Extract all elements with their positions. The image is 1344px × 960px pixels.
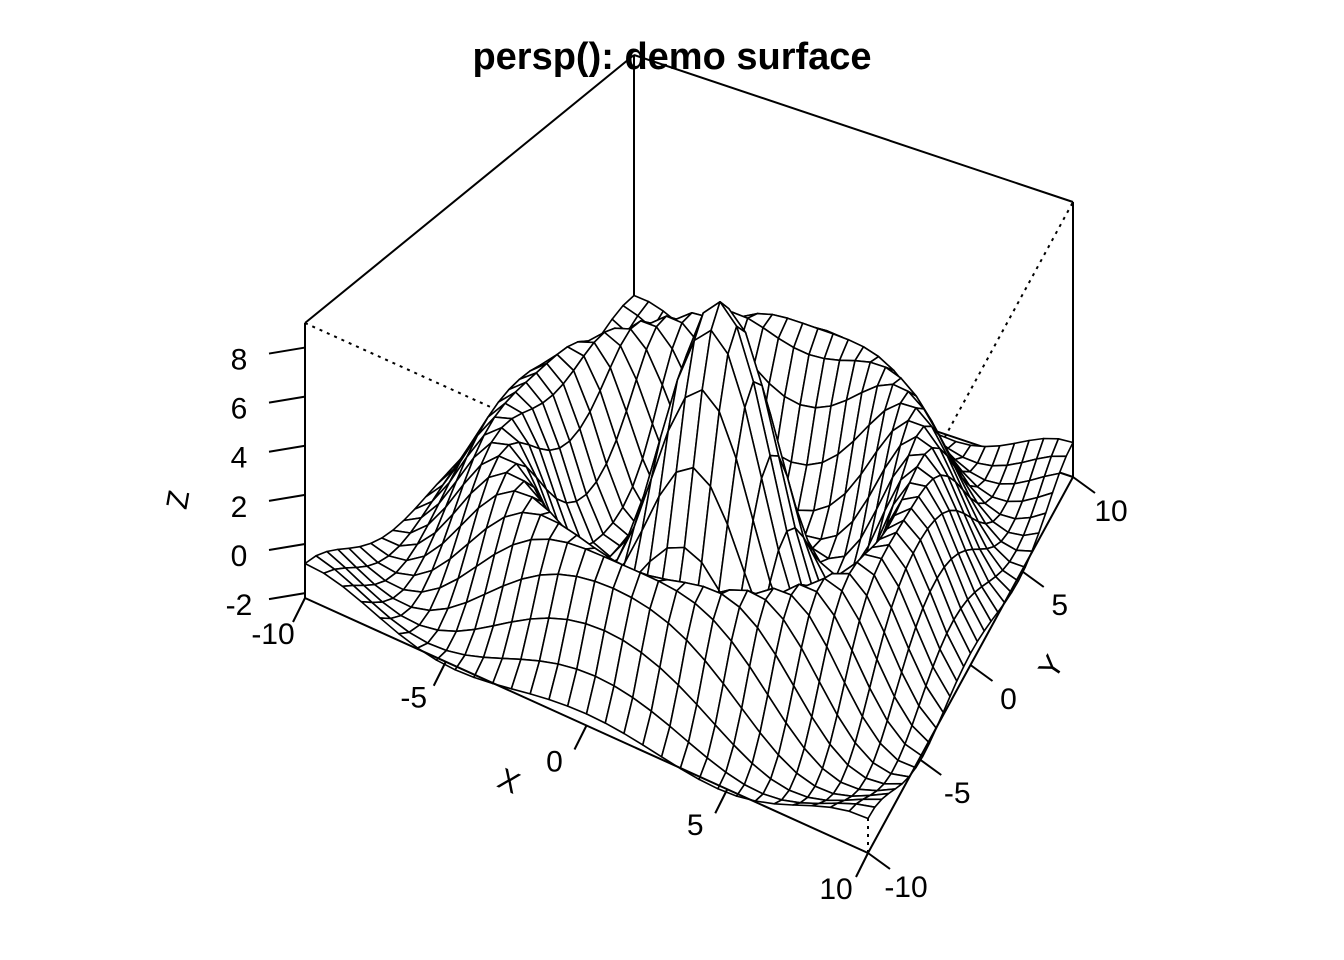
z-tick-label: 0 (231, 540, 248, 573)
axes: -10 -5 0 5 10 X -10 -5 0 5 10 Y -2 0 2 4 6 8 Z (161, 343, 1128, 905)
surface-facet (848, 803, 876, 820)
x-axis-label: X (493, 762, 525, 800)
y-tick (867, 852, 891, 870)
surface-mesh (304, 294, 1074, 820)
y-tick (969, 664, 994, 682)
x-tick-label: 0 (546, 745, 563, 778)
z-tick (268, 444, 306, 453)
x-tick (855, 852, 869, 878)
x-tick (573, 725, 588, 750)
y-tick (918, 758, 942, 776)
z-tick-label: 6 (231, 393, 248, 426)
z-tick (268, 346, 306, 355)
z-tick-label: 2 (231, 491, 248, 524)
y-tick-label: -10 (884, 871, 927, 904)
z-tick (268, 592, 306, 601)
y-tick (1021, 570, 1045, 588)
z-tick (268, 493, 306, 502)
x-tick-label: 5 (687, 809, 704, 842)
chart-title: persp(): demo surface (472, 36, 872, 78)
box-edge-top-back (633, 54, 1074, 203)
z-tick-label: 8 (231, 343, 248, 376)
box-edge-top-left (304, 54, 635, 324)
z-tick-label: -2 (226, 589, 253, 622)
z-tick (268, 395, 306, 404)
x-tick (432, 661, 447, 687)
y-tick-label: 5 (1051, 589, 1068, 622)
y-tick-label: 0 (1000, 683, 1017, 716)
x-tick-label: -5 (400, 682, 427, 715)
z-axis-label: Z (161, 488, 197, 512)
z-tick (268, 542, 306, 551)
x-tick (292, 597, 306, 623)
x-tick (714, 788, 729, 814)
z-tick-label: 4 (231, 442, 248, 475)
y-tick-label: 10 (1094, 495, 1127, 528)
x-tick-label: 10 (819, 873, 852, 906)
y-axis-label: Y (1032, 650, 1071, 685)
x-tick-label: -10 (251, 618, 294, 651)
y-tick-label: -5 (944, 777, 971, 810)
y-tick (1072, 476, 1096, 494)
